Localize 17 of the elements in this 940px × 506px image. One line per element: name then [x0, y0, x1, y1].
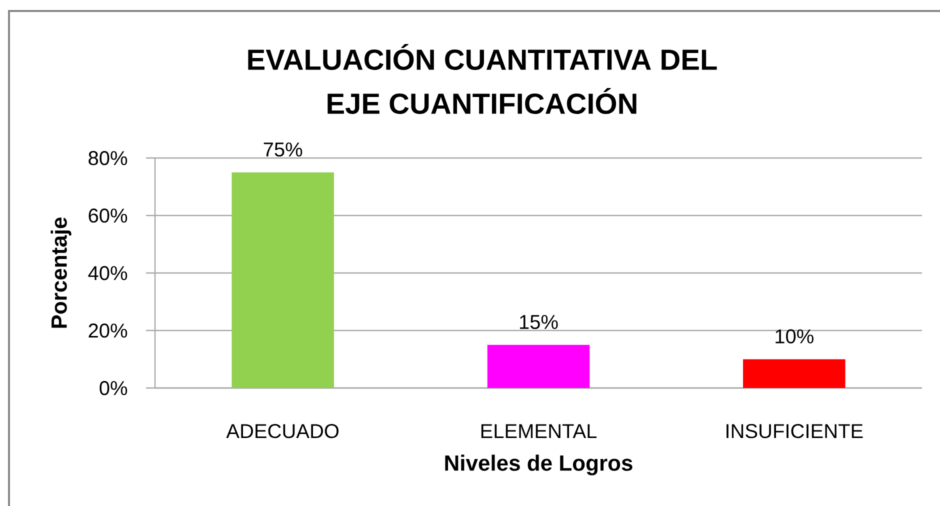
y-tick-label: 40% [88, 266, 128, 280]
chart-title: EVALUACIÓN CUANTITATIVA DEL EJE CUANTIFICACIÓN [248, 44, 717, 114]
x-tick-label: ADECUADO [226, 424, 339, 438]
bar [487, 344, 590, 388]
y-tick-label: 80% [88, 151, 128, 166]
bar [232, 172, 334, 388]
data-label: 10% [776, 329, 814, 344]
x-axis-title: Niveles de Logros [445, 454, 632, 476]
data-label: 75% [264, 142, 302, 157]
data-label: 15% [520, 314, 558, 330]
x-tick-label: INSUFICIENTE [726, 424, 863, 438]
x-tick-label: ELEMENTAL [481, 424, 597, 438]
y-tick-label: 60% [88, 208, 128, 223]
y-axis-title: Porcentaje [50, 218, 72, 328]
bar [743, 359, 846, 388]
y-tick-label: 0% [100, 381, 128, 396]
y-tick-label: 20% [88, 324, 128, 338]
